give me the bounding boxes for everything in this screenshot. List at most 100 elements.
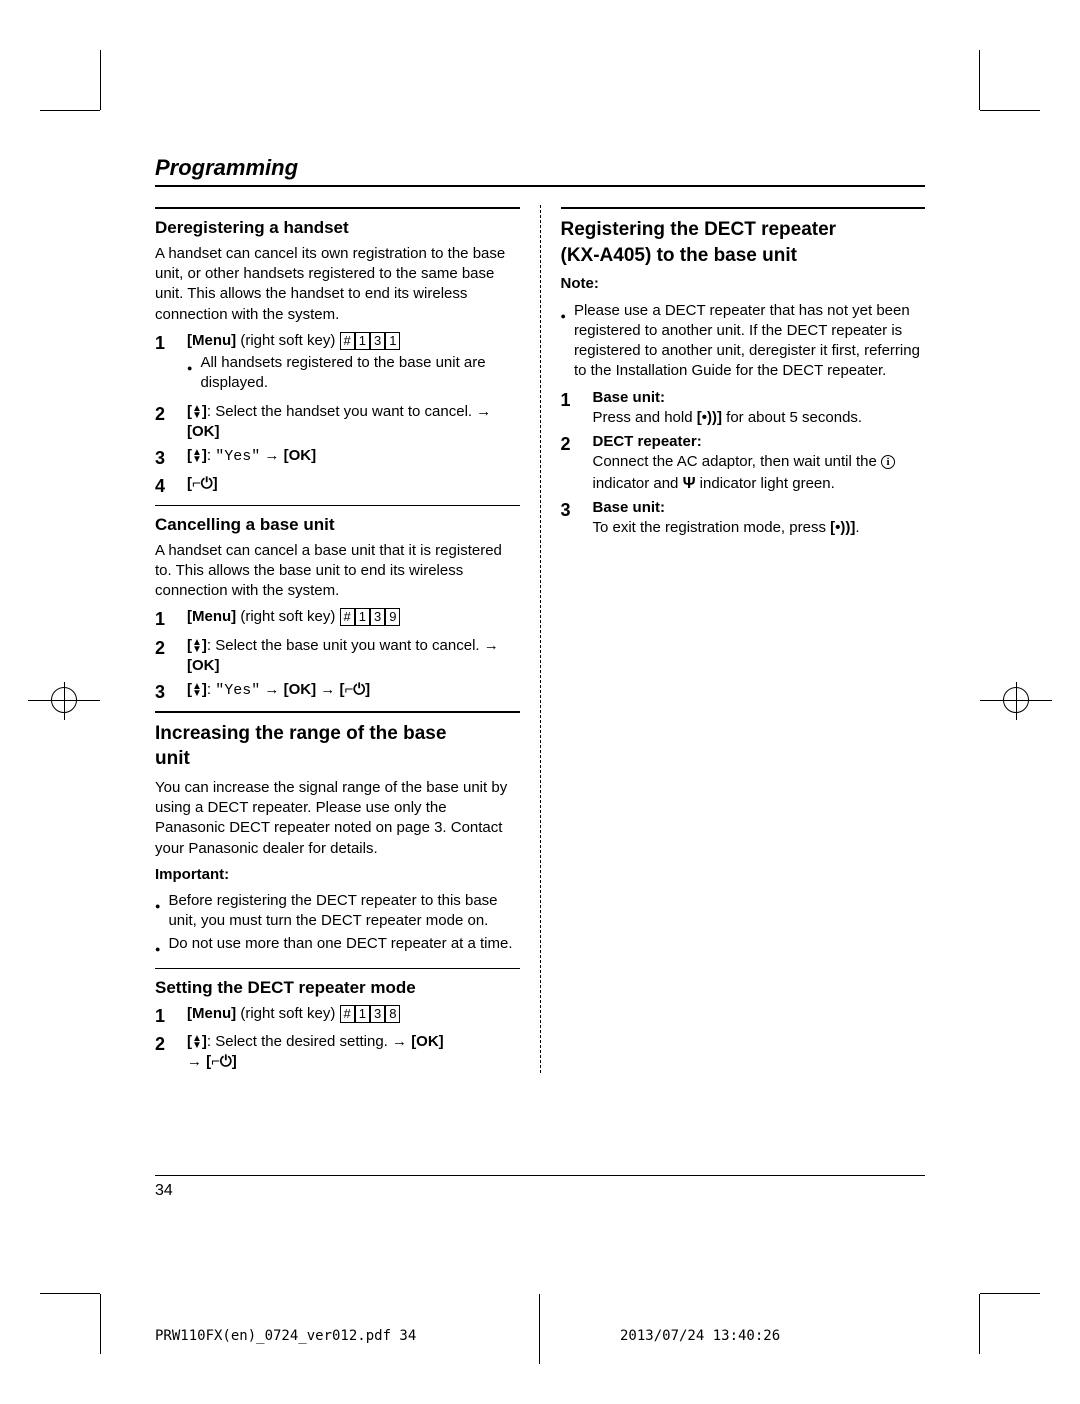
text: (right soft key)	[236, 332, 339, 349]
ok-key: [OK]	[284, 681, 317, 698]
step-body: Base unit: Press and hold [•))] for abou…	[593, 388, 926, 429]
heading-register-dect: Registering the DECT repeater (KX-A405) …	[561, 217, 926, 268]
crop-mark	[980, 110, 1040, 111]
ok-key: [OK]	[187, 423, 220, 440]
cancel-steps: 1 [Menu] (right soft key) #139 2 [▲▼]: S…	[155, 607, 520, 704]
step-body: [▲▼]: Select the base unit you want to c…	[187, 636, 520, 677]
ok-key: [OK]	[284, 447, 317, 464]
heading-increase-range: Increasing the range of the base unit	[155, 721, 520, 772]
crop-mark	[539, 1294, 540, 1364]
step-number: 3	[561, 498, 593, 539]
text: indicator light green.	[696, 474, 835, 491]
note-list: Please use a DECT repeater that has not …	[561, 301, 926, 382]
info-icon: i	[881, 455, 895, 469]
step-body: [Menu] (right soft key) #131 All handset…	[187, 331, 520, 398]
rule	[155, 711, 520, 713]
key-8: 8	[385, 1005, 400, 1023]
key-9: 9	[385, 608, 400, 626]
text: indicator and	[593, 474, 683, 491]
note-label: Note:	[561, 275, 599, 292]
text: All handsets registered to the base unit…	[200, 353, 519, 394]
important-list: Before registering the DECT repeater to …	[155, 891, 520, 954]
nav-icon: ▲▼	[192, 405, 202, 419]
step-number: 3	[155, 446, 187, 470]
key-hash: #	[340, 332, 355, 350]
paragraph: A handset can cancel its own registratio…	[155, 244, 520, 325]
crop-mark	[980, 1293, 1040, 1294]
key-hash: #	[340, 608, 355, 626]
key-1: 1	[355, 332, 370, 350]
crop-mark	[979, 1294, 980, 1354]
key-3: 3	[370, 608, 385, 626]
bullet-icon	[155, 934, 168, 954]
antenna-icon: Ψ	[683, 473, 696, 495]
base-unit-label: Base unit:	[593, 499, 666, 516]
step-number: 1	[155, 331, 187, 398]
key-1: 1	[385, 332, 400, 350]
base-unit-label: Base unit:	[593, 389, 666, 406]
crop-mark	[40, 1293, 100, 1294]
key-3: 3	[370, 332, 385, 350]
text: (right soft key)	[236, 608, 339, 625]
crop-mark	[979, 50, 980, 110]
footer-timestamp: 2013/07/24 13:40:26	[620, 1328, 780, 1344]
crop-mark	[100, 50, 101, 110]
menu-key: [Menu]	[187, 1005, 236, 1022]
text: for about 5 seconds.	[722, 409, 862, 426]
deregister-steps: 1 [Menu] (right soft key) #131 All hands…	[155, 331, 520, 499]
text: : Select the base unit you want to cance…	[207, 637, 484, 654]
text: Before registering the DECT repeater to …	[168, 891, 519, 932]
nav-icon: ▲▼	[192, 639, 202, 653]
text: Please use a DECT repeater that has not …	[574, 301, 925, 382]
rule	[155, 207, 520, 209]
column-divider	[540, 205, 541, 1073]
step-number: 2	[155, 1032, 187, 1073]
text: (right soft key)	[236, 1005, 339, 1022]
page-content: Programming Deregistering a handset A ha…	[155, 155, 925, 1077]
text: : Select the desired setting.	[207, 1033, 392, 1050]
text: : Select the handset you want to cancel.	[207, 403, 476, 420]
bullet-icon	[561, 301, 574, 382]
nav-icon: ▲▼	[192, 683, 202, 697]
step-body: [▲▼]: Select the handset you want to can…	[187, 402, 520, 443]
section-title: Programming	[155, 155, 925, 187]
dect-repeater-label: DECT repeater:	[593, 433, 702, 450]
step-body: [▲▼]: "Yes" → [OK]	[187, 446, 520, 470]
yes-label: "Yes"	[215, 448, 260, 465]
step-body: [Menu] (right soft key) #139	[187, 607, 520, 631]
heading-dect-mode: Setting the DECT repeater mode	[155, 977, 520, 1000]
two-column-layout: Deregistering a handset A handset can ca…	[155, 201, 925, 1077]
step-body: DECT repeater: Connect the AC adaptor, t…	[593, 432, 926, 494]
locator-icon: •))	[702, 409, 717, 426]
crop-circle	[1003, 687, 1029, 713]
step-number: 1	[155, 1004, 187, 1028]
bullet-icon	[155, 891, 168, 932]
sub-bullet: All handsets registered to the base unit…	[187, 353, 520, 394]
register-steps: 1 Base unit: Press and hold [•))] for ab…	[561, 388, 926, 539]
heading-deregistering: Deregistering a handset	[155, 217, 520, 240]
rule	[155, 968, 520, 969]
text: Connect the AC adaptor, then wait until …	[593, 453, 882, 470]
off-icon: ⌐⏻	[192, 475, 213, 492]
key-1: 1	[355, 1005, 370, 1023]
step-number: 1	[155, 607, 187, 631]
crop-mark	[40, 110, 100, 111]
paragraph: A handset can cancel a base unit that it…	[155, 541, 520, 602]
off-icon: ⌐⏻	[211, 1053, 232, 1070]
nav-icon: ▲▼	[192, 1035, 202, 1049]
off-icon: ⌐⏻	[344, 681, 365, 698]
step-number: 2	[155, 636, 187, 677]
locator-icon: •))	[835, 519, 850, 536]
step-number: 1	[561, 388, 593, 429]
ok-key: [OK]	[187, 657, 220, 674]
key-3: 3	[370, 1005, 385, 1023]
text: Press and hold	[593, 409, 697, 426]
step-number: 3	[155, 680, 187, 704]
heading-line1: Registering the DECT repeater	[561, 219, 837, 240]
step-number: 4	[155, 474, 187, 498]
text: Do not use more than one DECT repeater a…	[168, 934, 512, 954]
heading-line2: unit	[155, 748, 190, 769]
paragraph: You can increase the signal range of the…	[155, 778, 520, 859]
step-body: [▲▼]: Select the desired setting. → [OK]…	[187, 1032, 520, 1073]
step-number: 2	[561, 432, 593, 494]
